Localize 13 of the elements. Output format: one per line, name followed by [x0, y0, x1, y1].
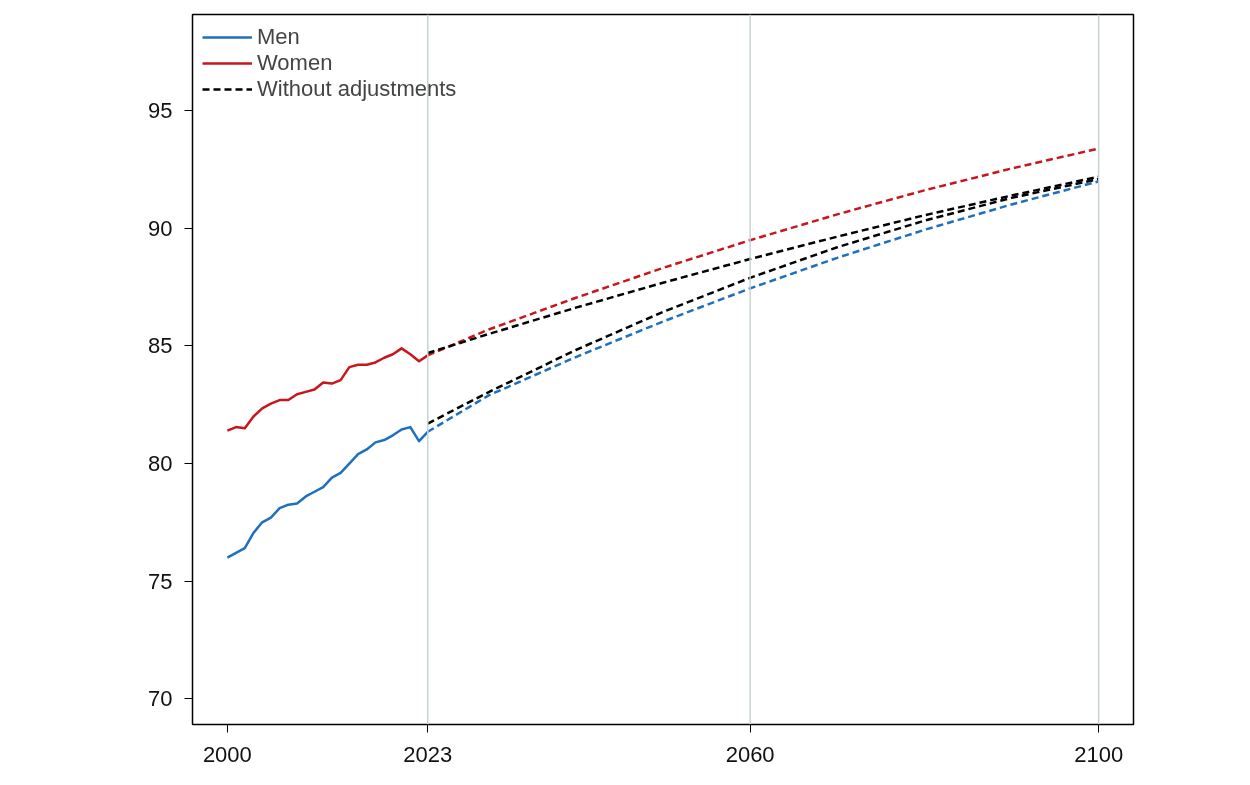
x-tick-label: 2000 [202, 741, 252, 767]
x-tick-label: 2023 [403, 741, 453, 767]
y-tick-label: 90 [148, 215, 173, 241]
y-tick-label: 75 [148, 568, 173, 594]
legend-label: Women [257, 50, 333, 76]
legend-label: Men [257, 24, 300, 50]
legend-label: Without adjustments [257, 76, 457, 102]
y-tick-label: 70 [148, 686, 173, 712]
y-tick-label: 95 [148, 98, 173, 124]
y-tick-label: 85 [148, 333, 173, 359]
x-tick-label: 2100 [1074, 741, 1124, 767]
x-tick-label: 2060 [725, 741, 775, 767]
y-tick-label: 80 [148, 451, 173, 477]
